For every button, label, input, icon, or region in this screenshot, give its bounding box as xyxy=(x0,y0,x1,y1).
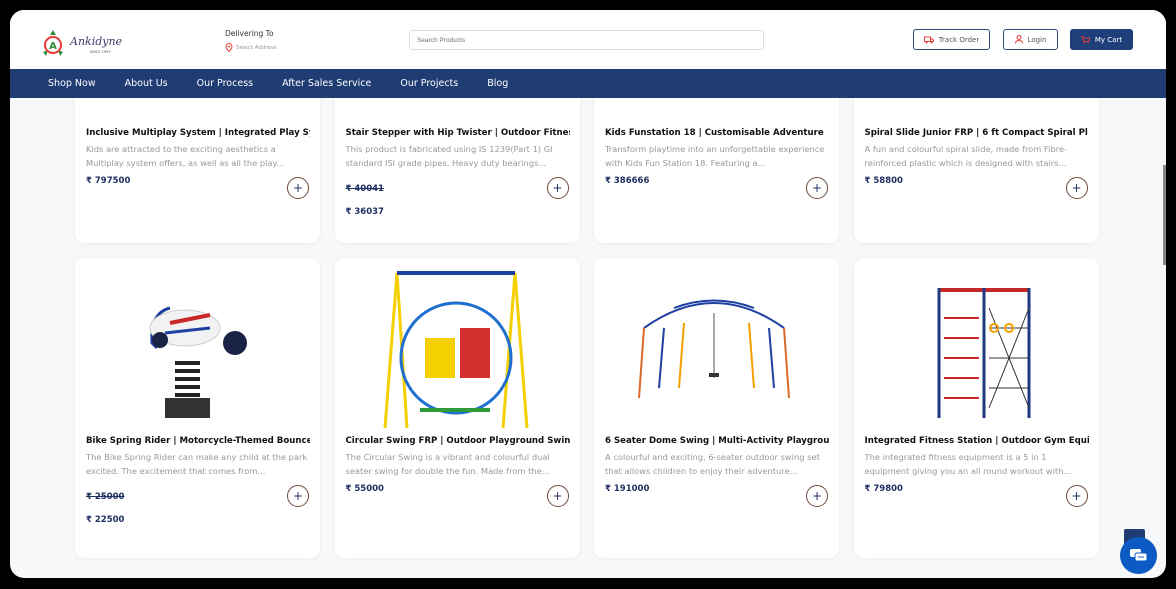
svg-text:SINCE 1993: SINCE 1993 xyxy=(90,50,111,54)
product-price: ₹ 386666 xyxy=(605,176,650,186)
track-order-button[interactable]: Track Order xyxy=(913,29,990,50)
product-image-circular-swing[interactable] xyxy=(335,268,580,428)
delivering-label: Delivering To xyxy=(225,29,274,38)
product-price: ₹ 79800 xyxy=(864,484,903,494)
plus-icon: + xyxy=(292,489,304,503)
product-description: A fun and colourful spiral slide, made f… xyxy=(864,144,1068,168)
site-header: A Ankidyne SINCE 1993 Delivering To Sele… xyxy=(10,10,1166,69)
product-price: ₹ 191000 xyxy=(605,484,650,494)
scrollbar[interactable] xyxy=(1163,165,1166,265)
product-image-bike-spring-rider[interactable] xyxy=(75,268,320,428)
product-card[interactable]: Circular Swing FRP | Outdoor Playground … xyxy=(334,258,580,558)
product-card[interactable]: Integrated Fitness Station | Outdoor Gym… xyxy=(853,258,1099,558)
my-cart-label: My Cart xyxy=(1094,35,1123,44)
plus-icon: + xyxy=(811,181,823,195)
product-price: ₹ 22500 xyxy=(86,515,125,525)
product-price: ₹ 36037 xyxy=(345,207,384,217)
product-title[interactable]: Integrated Fitness Station | Outdoor Gym… xyxy=(864,436,1089,446)
plus-icon: + xyxy=(552,489,563,503)
nav-blog[interactable]: Blog xyxy=(487,78,509,89)
product-price: ₹ 55000 xyxy=(345,484,384,494)
plus-icon: + xyxy=(1071,489,1082,503)
product-description: This product is fabricated using IS 1239… xyxy=(345,144,553,168)
delivery-location[interactable]: Delivering To Select Address xyxy=(225,29,277,52)
product-price: ₹ 797500 xyxy=(86,176,131,186)
search-input[interactable] xyxy=(409,30,764,50)
product-card[interactable]: Bike Spring Rider | Motorcycle-Themed Bo… xyxy=(75,258,320,558)
product-old-price: ₹ 25000 xyxy=(86,492,125,502)
track-order-label: Track Order xyxy=(938,35,980,44)
product-title[interactable]: Spiral Slide Junior FRP | 6 ft Compact S… xyxy=(864,128,1088,138)
product-image-fitness-station[interactable] xyxy=(854,268,1099,428)
product-card[interactable]: 6 Seater Dome Swing | Multi-Activity Pla… xyxy=(594,258,839,558)
chat-button[interactable] xyxy=(1120,537,1157,574)
add-to-cart-button[interactable]: + xyxy=(1065,177,1088,199)
nav-about-us[interactable]: About Us xyxy=(124,78,168,89)
product-description: Transform playtime into an unforgettable… xyxy=(605,144,825,168)
user-icon xyxy=(1014,35,1023,44)
nav-shop-now[interactable]: Shop Now xyxy=(48,78,96,89)
product-old-price: ₹ 40041 xyxy=(345,184,384,194)
login-label: Login xyxy=(1027,35,1047,44)
main-nav: Shop Now About Us Our Process After Sale… xyxy=(10,69,1166,98)
chat-icon xyxy=(1129,548,1147,561)
ankidyne-logo[interactable]: A Ankidyne SINCE 1993 xyxy=(40,28,140,58)
product-title[interactable]: Stair Stepper with Hip Twister | Outdoor… xyxy=(345,128,570,138)
add-to-cart-button[interactable]: + xyxy=(806,485,828,507)
product-image-dome-swing[interactable] xyxy=(594,268,839,428)
select-address: Select Address xyxy=(236,44,277,51)
cart-icon xyxy=(1080,35,1090,44)
plus-icon: + xyxy=(552,181,563,195)
plus-icon: + xyxy=(292,181,304,195)
add-to-cart-button[interactable]: + xyxy=(546,485,569,507)
product-description: The Circular Swing is a vibrant and colo… xyxy=(345,452,550,476)
nav-our-projects[interactable]: Our Projects xyxy=(400,78,459,89)
add-to-cart-button[interactable]: + xyxy=(1065,485,1088,507)
add-to-cart-button[interactable]: + xyxy=(287,485,309,507)
nav-after-sales-service[interactable]: After Sales Service xyxy=(282,78,372,89)
browser-page: Inclusive Multiplay System | Integrated … xyxy=(10,10,1166,578)
product-description: The Bike Spring Rider can make any child… xyxy=(86,452,308,476)
product-title[interactable]: 6 Seater Dome Swing | Multi-Activity Pla… xyxy=(605,436,829,446)
login-button[interactable]: Login xyxy=(1003,29,1058,50)
product-title[interactable]: Inclusive Multiplay System | Integrated … xyxy=(86,128,310,138)
product-description: Kids are attracted to the exciting aesth… xyxy=(86,144,285,168)
plus-icon: + xyxy=(811,489,823,503)
product-description: A colourful and exciting, 6-seater outdo… xyxy=(605,452,820,476)
product-title[interactable]: Kids Funstation 18 | Customisable Advent… xyxy=(605,128,824,138)
product-title[interactable]: Circular Swing FRP | Outdoor Playground … xyxy=(345,436,570,446)
nav-our-process[interactable]: Our Process xyxy=(196,78,254,89)
add-to-cart-button[interactable]: + xyxy=(546,177,569,199)
product-description: The integrated fitness equipment is a 5 … xyxy=(864,452,1072,476)
add-to-cart-button[interactable]: + xyxy=(287,177,309,199)
location-pin-icon xyxy=(225,43,233,52)
plus-icon: + xyxy=(1071,181,1082,195)
add-to-cart-button[interactable]: + xyxy=(806,177,828,199)
svg-text:A: A xyxy=(49,41,57,52)
product-title[interactable]: Bike Spring Rider | Motorcycle-Themed Bo… xyxy=(86,436,310,446)
svg-text:Ankidyne: Ankidyne xyxy=(69,35,123,48)
truck-icon xyxy=(923,36,934,43)
my-cart-button[interactable]: My Cart xyxy=(1070,29,1133,50)
product-price: ₹ 58800 xyxy=(864,176,903,186)
